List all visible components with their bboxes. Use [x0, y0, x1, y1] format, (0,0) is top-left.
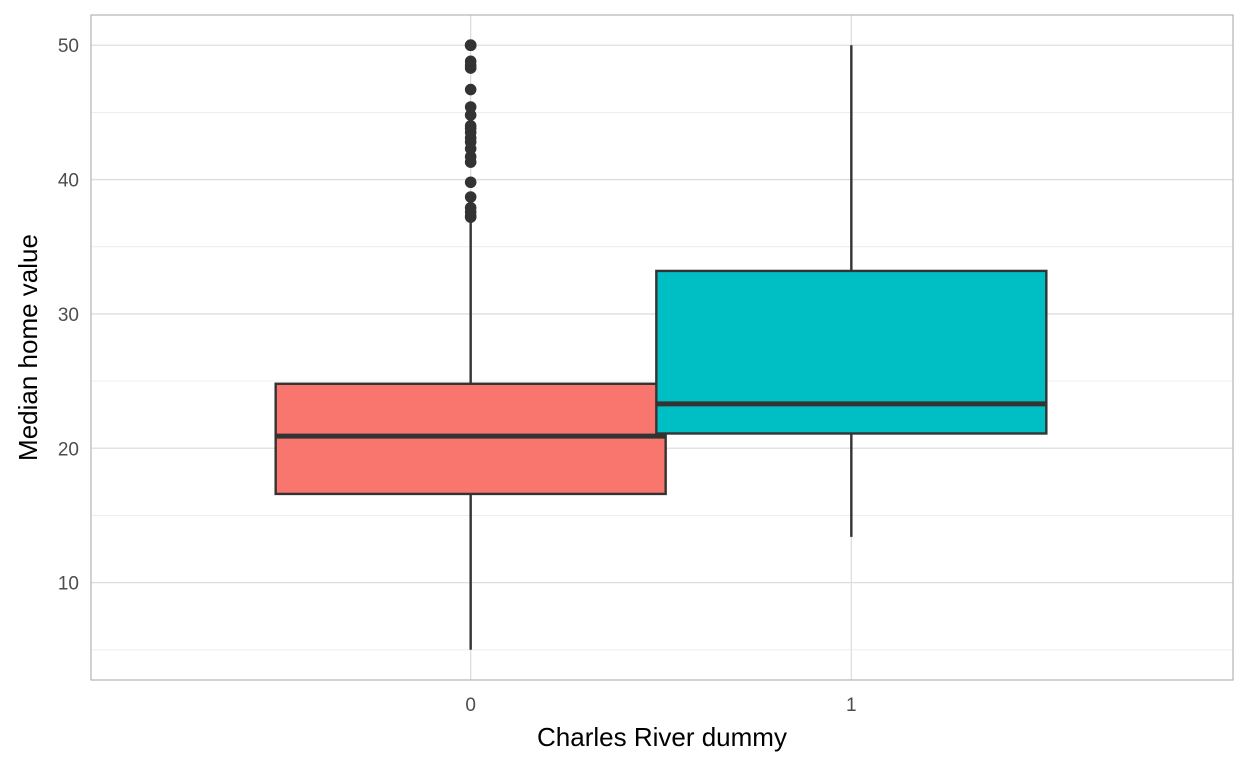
- y-tick-label: 10: [58, 574, 79, 595]
- outlier-point: [464, 120, 477, 132]
- outlier-point: [464, 83, 477, 96]
- y-axis-title: Median home value: [13, 234, 43, 461]
- y-tick-label: 40: [58, 171, 79, 192]
- box-iqr: [274, 382, 667, 496]
- tick-labels: 10 20 30 40 50 0 1: [58, 36, 857, 716]
- box-group-0: [274, 39, 667, 650]
- boxes: [274, 39, 1048, 650]
- y-tick-label: 30: [58, 305, 79, 326]
- x-axis-title: Charles River dummy: [537, 722, 787, 752]
- box-iqr: [655, 269, 1048, 435]
- outlier-point: [464, 191, 477, 203]
- outlier-point: [464, 176, 477, 189]
- x-tick-label: 1: [846, 695, 857, 716]
- plot-panel-border: [90, 14, 1234, 681]
- outlier-point: [464, 39, 477, 52]
- box-group-1: [655, 45, 1048, 537]
- outlier-point: [464, 201, 477, 214]
- outlier-point: [464, 101, 477, 113]
- outlier-point: [464, 55, 477, 68]
- x-tick-label: 0: [465, 695, 476, 716]
- outlier-point: [464, 150, 477, 163]
- outlier-point: [464, 109, 477, 121]
- y-tick-label: 50: [58, 36, 79, 57]
- y-tick-label: 20: [58, 439, 79, 460]
